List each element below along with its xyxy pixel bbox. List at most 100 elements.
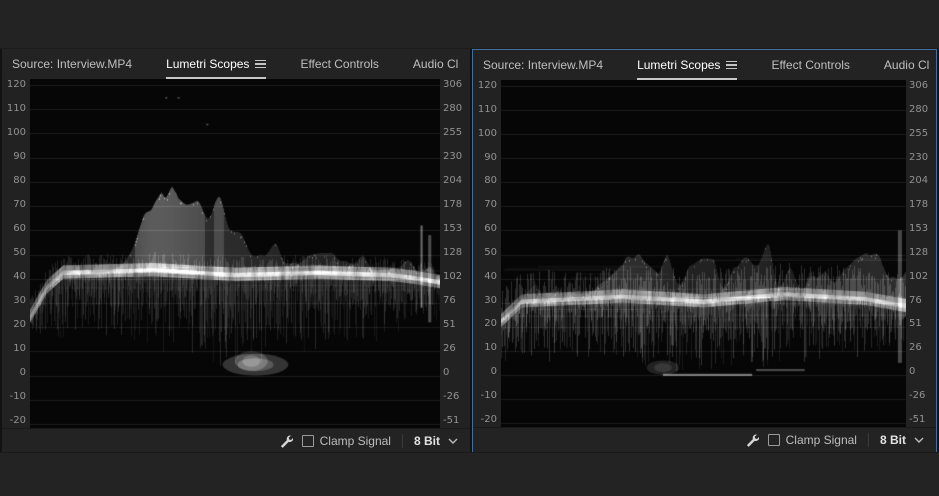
bit-depth-value: 8 Bit bbox=[413, 434, 440, 448]
tick-label: 306 bbox=[443, 79, 463, 90]
workspace-bottom-band bbox=[0, 452, 939, 496]
tick-label: 306 bbox=[909, 80, 929, 91]
tick-label: 76 bbox=[443, 295, 456, 306]
tick-label: 102 bbox=[909, 270, 929, 282]
tab-label: Effect Controls bbox=[300, 57, 379, 71]
tick-label: 90 bbox=[13, 151, 26, 162]
tick-label: 0 bbox=[443, 367, 450, 378]
tick-label: -10 bbox=[480, 389, 497, 401]
tick-label: -20 bbox=[9, 415, 26, 426]
scope-settings-wrench-button[interactable] bbox=[279, 434, 293, 448]
tick-label: 0 bbox=[490, 366, 497, 378]
bit-depth-dropdown[interactable]: 8 Bit bbox=[414, 434, 458, 448]
tick-label: 51 bbox=[443, 319, 456, 330]
tab-audio-cl[interactable]: Audio Cl bbox=[413, 49, 458, 79]
tick-label: -51 bbox=[443, 415, 460, 426]
tick-label: 51 bbox=[909, 318, 922, 330]
tick-label: 230 bbox=[909, 151, 929, 163]
scope-footer-bar: Clamp Signal 8 Bit bbox=[473, 427, 936, 452]
tick-label: 90 bbox=[484, 151, 497, 163]
chevron-down-icon bbox=[914, 437, 924, 443]
clamp-signal-label: Clamp Signal bbox=[785, 433, 857, 447]
tick-label: 280 bbox=[909, 103, 929, 115]
tick-label: 76 bbox=[909, 294, 922, 306]
clamp-signal-checkbox[interactable] bbox=[767, 434, 780, 446]
bit-depth-value: 8 Bit bbox=[879, 433, 906, 447]
panel-tab-bar: Source: Interview.MP4 Lumetri Scopes Effec… bbox=[2, 49, 470, 79]
ire-axis: 120 110 100 90 80 70 60 50 40 30 20 10 0 -10 -20 bbox=[2, 79, 30, 428]
tick-label: 30 bbox=[13, 295, 26, 306]
tab-label: Source: Interview.MP4 bbox=[483, 58, 604, 72]
tick-label: 60 bbox=[13, 223, 26, 234]
tick-label: 20 bbox=[13, 319, 26, 330]
tick-label: 10 bbox=[484, 342, 497, 354]
tick-label: 255 bbox=[443, 127, 463, 138]
tab-label: Lumetri Scopes bbox=[637, 58, 721, 72]
tick-label: 280 bbox=[443, 103, 463, 114]
tick-label: 100 bbox=[6, 127, 26, 138]
tick-label: 60 bbox=[484, 223, 497, 235]
tab-label: Audio Cl bbox=[883, 58, 930, 72]
code-value-axis: 306 280 255 230 204 178 153 128 102 76 51 26 0 -26 -51 bbox=[906, 80, 936, 427]
code-value-axis: 306 280 255 230 204 178 153 128 102 76 51 26 0 -26 -51 bbox=[440, 79, 470, 428]
tick-label: 20 bbox=[484, 318, 497, 330]
tick-label: 70 bbox=[484, 199, 497, 211]
footer-separator bbox=[401, 434, 403, 448]
tabs-container: Source: Interview.MP4 Lumetri Scopes Effec… bbox=[483, 50, 936, 80]
waveform-plot bbox=[30, 79, 440, 428]
tab-lumetri-scopes[interactable]: Lumetri Scopes bbox=[637, 50, 738, 80]
clamp-signal-checkbox[interactable] bbox=[301, 435, 314, 447]
scope-settings-wrench-button[interactable] bbox=[745, 433, 759, 447]
bit-depth-dropdown[interactable]: 8 Bit bbox=[880, 433, 924, 447]
lumetri-scopes-panel-left: Source: Interview.MP4 Lumetri Scopes Effec… bbox=[2, 49, 470, 453]
tick-label: 50 bbox=[484, 246, 497, 258]
clamp-signal-control[interactable]: Clamp Signal bbox=[301, 434, 391, 448]
tick-label: 40 bbox=[484, 270, 497, 282]
tab-effect-controls[interactable]: Effect Controls bbox=[300, 49, 378, 79]
tick-label: 255 bbox=[909, 127, 929, 139]
lumetri-scopes-panel-right: Source: Interview.MP4 Lumetri Scopes Effec… bbox=[472, 49, 937, 453]
tab-source-interview-mp4[interactable]: Source: Interview.MP4 bbox=[12, 49, 132, 79]
tick-label: 153 bbox=[443, 223, 463, 234]
tab-effect-controls[interactable]: Effect Controls bbox=[771, 50, 849, 80]
tick-label: 204 bbox=[909, 175, 929, 187]
panel-tab-bar: Source: Interview.MP4 Lumetri Scopes Effec… bbox=[473, 50, 936, 80]
tick-label: 110 bbox=[477, 103, 497, 115]
tick-label: 70 bbox=[13, 199, 26, 210]
chevron-down-icon bbox=[448, 438, 458, 444]
tick-label: 178 bbox=[909, 199, 929, 211]
tick-label: 100 bbox=[477, 127, 497, 139]
tick-label: 178 bbox=[443, 199, 463, 210]
tab-label: Audio Cl bbox=[412, 57, 459, 71]
clamp-signal-control[interactable]: Clamp Signal bbox=[767, 433, 857, 447]
panel-group: Source: Interview.MP4 Lumetri Scopes Effec… bbox=[0, 48, 939, 453]
tick-label: -51 bbox=[909, 413, 926, 425]
tab-lumetri-scopes[interactable]: Lumetri Scopes bbox=[166, 49, 267, 79]
waveform-canvas bbox=[501, 80, 906, 427]
panel-menu-icon[interactable] bbox=[255, 59, 267, 69]
tab-source-interview-mp4[interactable]: Source: Interview.MP4 bbox=[483, 50, 603, 80]
tick-label: 40 bbox=[13, 271, 26, 282]
tick-label: 128 bbox=[909, 246, 929, 258]
tick-label: 26 bbox=[443, 343, 456, 354]
tick-label: 128 bbox=[443, 247, 463, 258]
tick-label: 30 bbox=[484, 294, 497, 306]
waveform-scope: 120 110 100 90 80 70 60 50 40 30 20 10 0 -10 -20 306 28… bbox=[2, 79, 470, 428]
tabs-container: Source: Interview.MP4 Lumetri Scopes Effec… bbox=[12, 49, 470, 79]
tick-label: 80 bbox=[484, 175, 497, 187]
tab-audio-cl[interactable]: Audio Cl bbox=[884, 50, 929, 80]
tick-label: 153 bbox=[909, 223, 929, 235]
tick-label: 10 bbox=[13, 343, 26, 354]
tick-label: 120 bbox=[6, 79, 26, 90]
footer-separator bbox=[867, 433, 869, 447]
scope-footer-bar: Clamp Signal 8 Bit bbox=[2, 428, 470, 453]
tab-label: Source: Interview.MP4 bbox=[12, 57, 133, 71]
workspace-top-band bbox=[0, 0, 939, 48]
tick-label: 80 bbox=[13, 175, 26, 186]
tick-label: -26 bbox=[443, 391, 460, 402]
tick-label: -26 bbox=[909, 389, 926, 401]
panel-menu-icon[interactable] bbox=[726, 60, 738, 70]
tick-label: 204 bbox=[443, 175, 463, 186]
tick-label: 0 bbox=[909, 366, 916, 378]
